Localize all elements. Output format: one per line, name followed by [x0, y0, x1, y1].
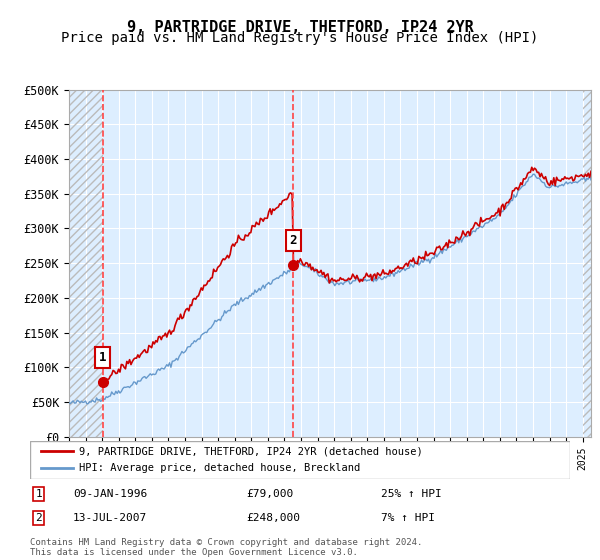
Text: Contains HM Land Registry data © Crown copyright and database right 2024.
This d: Contains HM Land Registry data © Crown c… — [30, 538, 422, 557]
Text: £248,000: £248,000 — [246, 513, 300, 523]
Text: 7% ↑ HPI: 7% ↑ HPI — [381, 513, 435, 523]
FancyBboxPatch shape — [30, 441, 570, 479]
Bar — [69, 90, 103, 437]
Text: 1: 1 — [35, 489, 42, 499]
Text: HPI: Average price, detached house, Breckland: HPI: Average price, detached house, Brec… — [79, 463, 360, 473]
Text: 9, PARTRIDGE DRIVE, THETFORD, IP24 2YR (detached house): 9, PARTRIDGE DRIVE, THETFORD, IP24 2YR (… — [79, 446, 422, 456]
Text: 1: 1 — [99, 351, 106, 364]
Text: 2: 2 — [35, 513, 42, 523]
Bar — [583, 90, 591, 437]
Text: 09-JAN-1996: 09-JAN-1996 — [73, 489, 148, 499]
Text: Price paid vs. HM Land Registry's House Price Index (HPI): Price paid vs. HM Land Registry's House … — [61, 31, 539, 45]
Text: 13-JUL-2007: 13-JUL-2007 — [73, 513, 148, 523]
Text: 9, PARTRIDGE DRIVE, THETFORD, IP24 2YR: 9, PARTRIDGE DRIVE, THETFORD, IP24 2YR — [127, 20, 473, 35]
Text: 2: 2 — [289, 234, 297, 247]
Text: 25% ↑ HPI: 25% ↑ HPI — [381, 489, 442, 499]
Bar — [69, 90, 591, 437]
Text: £79,000: £79,000 — [246, 489, 293, 499]
